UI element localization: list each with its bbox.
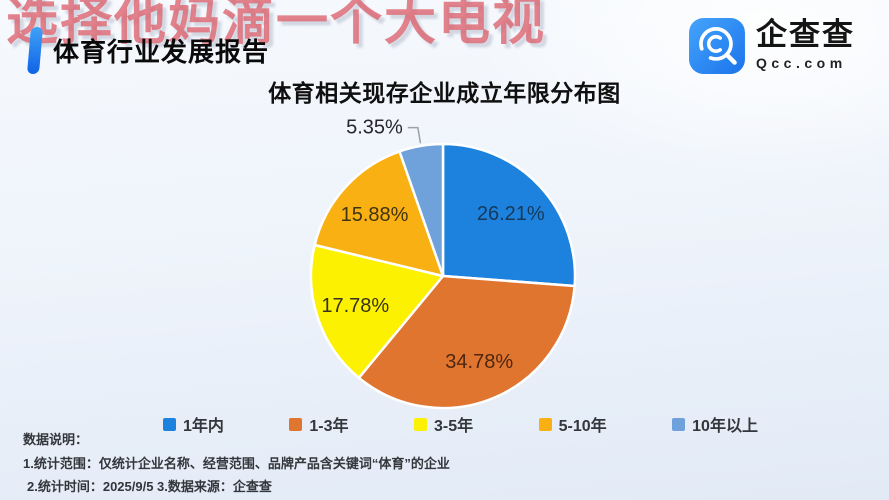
note-line-2: 2.统计时间：2025/9/5 3.数据来源：企查查	[27, 479, 272, 494]
slice-label-1-3年: 34.78%	[445, 351, 513, 373]
qcc-logo: 企查查 Qcc.com	[688, 17, 855, 75]
legend-swatch	[414, 417, 428, 431]
legend-item-10年以上: 10年以上	[672, 412, 758, 436]
legend-swatch	[672, 417, 686, 431]
pie-slice-5-10年	[313, 150, 445, 278]
qcc-logo-text: 企查查 Qcc.com	[756, 17, 855, 71]
legend-label: 1-3年	[309, 418, 349, 435]
pie-slice-10年以上	[398, 142, 445, 278]
slice-label-10年以上: 5.35%	[346, 117, 403, 139]
chart-legend: 1年内 1-3年 3-5年 5-10年 10年以上	[163, 412, 758, 436]
legend-item-1年内: 1年内	[163, 412, 224, 436]
legend-label: 10年以上	[692, 418, 758, 435]
legend-item-5-10年: 5-10年	[538, 412, 607, 436]
notes-heading: 数据说明：	[23, 432, 89, 447]
qcc-magnifier-icon	[689, 18, 745, 74]
label-leader-line	[407, 126, 422, 144]
legend-label: 1年内	[183, 418, 224, 435]
chart-title: 体育相关现存企业成立年限分布图	[268, 80, 621, 106]
legend-label: 3-5年	[434, 418, 474, 435]
legend-swatch	[538, 417, 552, 431]
legend-item-1-3年: 1-3年	[289, 412, 349, 436]
report-title: 体育行业发展报告	[53, 37, 270, 67]
qcc-logo-domain: Qcc.com	[756, 55, 847, 71]
pie-slice-3-5年	[309, 243, 445, 380]
legend-item-3-5年: 3-5年	[414, 412, 473, 436]
pie-slice-1年内	[441, 142, 577, 288]
data-notes: 数据说明： 1.统计范围：仅统计企业名称、经营范围、品牌产品含关键词“体育”的企…	[23, 428, 450, 499]
report-header: 体育行业发展报告	[26, 27, 270, 74]
pie-slice-1-3年	[357, 274, 576, 410]
qcc-logo-name: 企查查	[756, 17, 855, 52]
slice-label-5-10年: 15.88%	[341, 204, 409, 226]
legend-label: 5-10年	[558, 418, 607, 435]
slice-label-3-5年: 17.78%	[321, 295, 389, 317]
note-line-1: 1.统计范围：仅统计企业名称、经营范围、品牌产品含关键词“体育”的企业	[23, 455, 450, 471]
legend-swatch	[163, 417, 176, 431]
slice-label-1年内: 26.21%	[477, 203, 545, 225]
title-accent-bar	[26, 27, 44, 74]
legend-swatch	[289, 417, 303, 431]
